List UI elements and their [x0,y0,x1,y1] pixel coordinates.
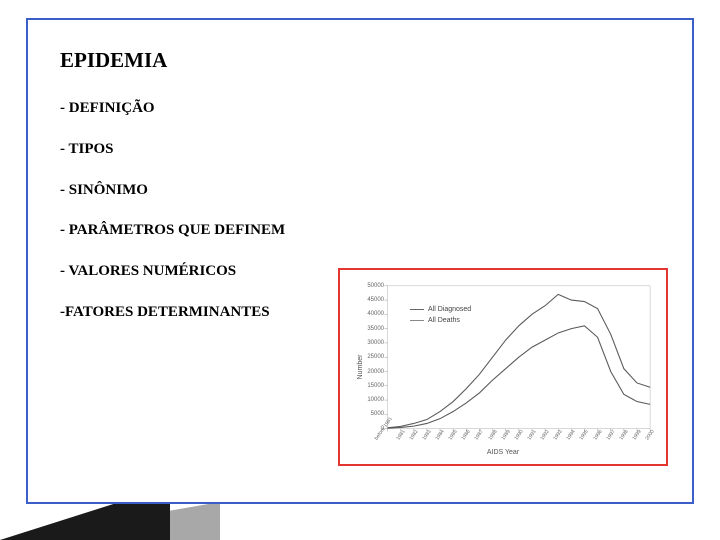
y-tick-label: 15000 [360,383,384,389]
y-tick-label: 30000 [360,340,384,346]
y-tick-label: 10000 [360,397,384,403]
bullet-tipos: - TIPOS [60,140,660,159]
bullet-parametros: - PARÂMETROS QUE DEFINEM [60,221,660,240]
y-tick-label: 5000 [360,411,384,417]
y-tick-label: 45000 [360,297,384,303]
y-tick-label: 25000 [360,354,384,360]
chart-container: All Diagnosed All Deaths Number AIDS Yea… [338,268,668,466]
chart-legend: All Diagnosed All Deaths [410,304,471,326]
legend-line-icon [410,320,424,321]
legend-label-deaths: All Deaths [428,315,460,326]
chart-plot-area: All Diagnosed All Deaths Number AIDS Yea… [346,276,660,458]
legend-item-diagnosed: All Diagnosed [410,304,471,315]
y-tick-label: 50000 [360,283,384,289]
slide-title: EPIDEMIA [60,48,660,73]
bullet-sinonimo: - SINÔNIMO [60,181,660,200]
bullet-definicao: - DEFINIÇÃO [60,99,660,118]
x-axis-label: AIDS Year [487,449,519,456]
y-tick-label: 40000 [360,311,384,317]
y-tick-label: 20000 [360,369,384,375]
slide-content: EPIDEMIA - DEFINIÇÃO - TIPOS - SINÔNIMO … [28,20,692,502]
legend-item-deaths: All Deaths [410,315,471,326]
legend-line-icon [410,309,424,310]
legend-label-diagnosed: All Diagnosed [428,304,471,315]
y-tick-label: 35000 [360,326,384,332]
slide-frame: EPIDEMIA - DEFINIÇÃO - TIPOS - SINÔNIMO … [26,18,694,504]
